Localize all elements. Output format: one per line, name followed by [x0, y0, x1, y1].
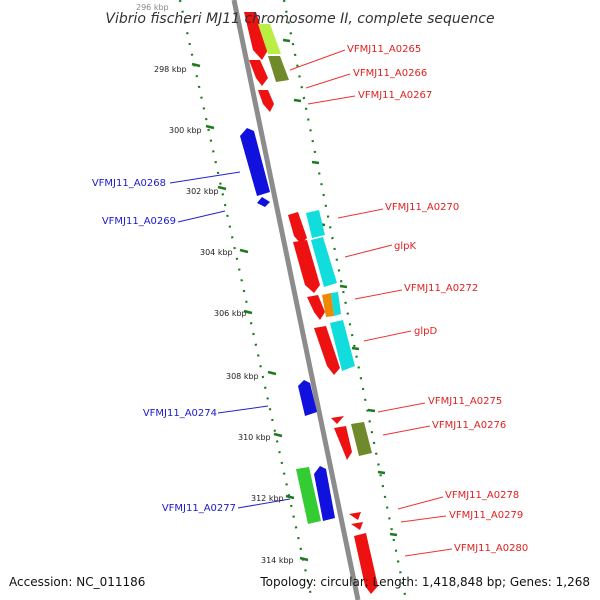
- gene-label: VFMJ11_A0270: [385, 202, 459, 213]
- gene-glpK: [293, 240, 320, 293]
- gene-cyan-2: [311, 237, 337, 287]
- gene-a0278: [349, 512, 361, 520]
- kbp-314: 314 kbp: [261, 556, 294, 565]
- accession-text: Accession: NC_011186: [9, 575, 145, 589]
- kbp-308: 308 kbp: [226, 372, 259, 381]
- gene-a0265: [244, 12, 268, 60]
- gene-cyan-3: [331, 292, 341, 316]
- minus-gene-labels: VFMJ11_A0268 VFMJ11_A0269 VFMJ11_A0274 V…: [92, 178, 236, 514]
- gene-lime: [258, 24, 281, 54]
- gene-cyan-1: [306, 210, 325, 238]
- gene-label: glpD: [414, 326, 437, 337]
- kbp-304: 304 kbp: [200, 248, 233, 257]
- minus-leaders: [169, 171, 291, 509]
- gene-a0267: [258, 90, 274, 112]
- gene-label: glpK: [394, 241, 416, 252]
- gene-a0274: [298, 380, 317, 416]
- gene-olive-1: [268, 56, 289, 82]
- kbp-302: 302 kbp: [186, 187, 219, 196]
- gene-a0268: [240, 128, 270, 196]
- gene-a0277-green: [296, 467, 321, 524]
- gene-a0276: [334, 426, 352, 460]
- gene-a0280: [354, 533, 378, 594]
- ruler-ticks-right: [282, 38, 398, 537]
- ruler-ticks: [191, 62, 309, 562]
- plus-leaders: [289, 49, 453, 557]
- backbone: [231, 0, 361, 600]
- gene-label: VFMJ11_A0280: [454, 543, 528, 554]
- gene-a0270: [288, 212, 307, 244]
- map-title: Vibrio fischeri MJ11 chromosome II, comp…: [105, 11, 494, 27]
- kbp-labels: 296 kbp 298 kbp 300 kbp 302 kbp 304 kbp …: [136, 3, 294, 565]
- minus-strand-genes: [240, 128, 335, 524]
- gene-olive-2: [351, 422, 372, 456]
- kbp-310: 310 kbp: [238, 433, 271, 442]
- gene-glpD: [314, 326, 340, 375]
- gene-a0269: [257, 197, 270, 207]
- gene-a0279: [351, 522, 363, 530]
- gene-cyan-4: [330, 320, 355, 371]
- gene-label: VFMJ11_A0266: [353, 68, 427, 79]
- gene-orange: [322, 293, 334, 317]
- plus-strand-genes: [244, 12, 378, 594]
- gene-a0275: [331, 416, 344, 424]
- kbp-298: 298 kbp: [154, 65, 187, 74]
- kbp-312: 312 kbp: [251, 494, 284, 503]
- kbp-300: 300 kbp: [169, 126, 202, 135]
- gene-label: VFMJ11_A0279: [449, 510, 523, 521]
- kbp-296: 296 kbp: [136, 3, 169, 12]
- gene-a0272: [307, 295, 325, 320]
- gene-label: VFMJ11_A0276: [432, 420, 506, 431]
- gene-a0266: [249, 60, 268, 86]
- gene-label: VFMJ11_A0277: [162, 503, 236, 514]
- kbp-306: 306 kbp: [214, 309, 247, 318]
- gene-label: VFMJ11_A0275: [428, 396, 502, 407]
- gene-label: VFMJ11_A0278: [445, 490, 519, 501]
- gene-label: VFMJ11_A0274: [143, 408, 217, 419]
- gene-label: VFMJ11_A0267: [358, 90, 432, 101]
- gene-a0277-blue: [314, 466, 335, 521]
- gene-label: VFMJ11_A0269: [102, 216, 176, 227]
- topology-summary: Topology: circular; Length: 1,418,848 bp…: [259, 575, 590, 589]
- plus-gene-labels: VFMJ11_A0265 VFMJ11_A0266 VFMJ11_A0267 V…: [347, 44, 528, 554]
- gene-label: VFMJ11_A0268: [92, 178, 166, 189]
- gene-label: VFMJ11_A0265: [347, 44, 421, 55]
- gene-label: VFMJ11_A0272: [404, 283, 478, 294]
